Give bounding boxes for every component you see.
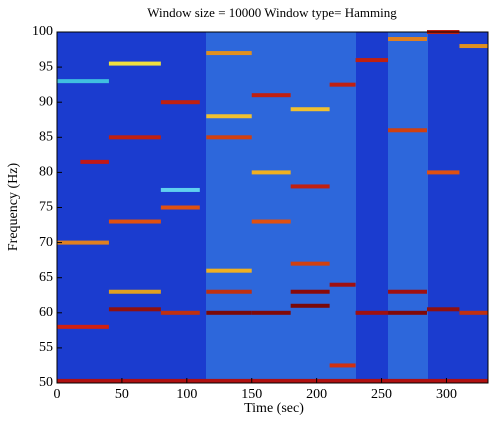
tone [355,58,389,63]
x-tick-label: 300 [436,387,457,402]
tone [206,114,252,119]
tone [290,261,330,266]
tone [57,79,109,84]
tone [355,310,389,315]
busy-region [388,32,428,383]
tone [388,289,427,294]
x-tick-label: 50 [115,387,129,402]
y-tick-label: 80 [39,165,53,180]
y-tick-label: 50 [39,375,53,390]
tone [206,51,252,56]
y-tick-label: 85 [39,130,53,145]
x-tick-label: 150 [241,387,262,402]
tone [290,303,330,308]
busy-region [206,32,356,383]
y-tick-label: 75 [39,200,53,215]
y-tick-label: 60 [39,305,53,320]
y-tick-label: 100 [32,24,53,39]
tone [459,310,488,315]
tone [108,307,161,312]
tone [108,219,161,224]
y-axis-label: Frequency (Hz) [6,163,21,252]
chart-title: Window size = 10000 Window type= Hamming [147,5,397,20]
x-tick-label: 200 [306,387,327,402]
tone [290,184,330,189]
tone [251,93,291,98]
tone [329,363,356,368]
tone [329,82,356,87]
y-tick-label: 90 [39,94,53,109]
tone [206,268,252,273]
tone [388,128,427,133]
tone [57,378,488,383]
tone [388,310,427,315]
tone [108,289,161,294]
tone [160,310,200,315]
x-tick-label: 250 [371,387,392,402]
y-tick-label: 55 [39,340,53,355]
tone [290,289,330,294]
tone [206,135,252,140]
tone [251,219,291,224]
background [57,32,488,383]
tone [160,187,200,192]
tone [57,324,109,329]
y-tick-label: 95 [39,59,53,74]
x-tick-label: 100 [176,387,197,402]
y-tick-label: 65 [39,270,53,285]
y-tick-label: 70 [39,235,53,250]
tone [426,307,460,312]
tone [459,44,488,49]
tone [388,37,427,42]
tone [57,240,109,245]
tone [290,107,330,112]
x-axis-label: Time (sec) [244,401,304,416]
tone [160,205,200,210]
x-tick-label: 0 [54,387,61,402]
tone [80,159,109,164]
tone [329,282,356,287]
tone [426,170,460,175]
tone [206,310,252,315]
tone [108,61,161,66]
tone [108,135,161,140]
tone [206,289,252,294]
tone [251,170,291,175]
tone [160,100,200,105]
tone [251,310,291,315]
